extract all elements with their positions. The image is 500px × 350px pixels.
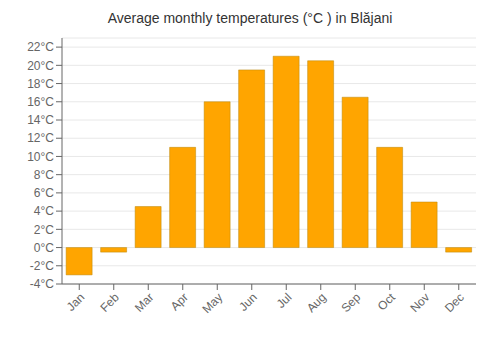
svg-text:10°C: 10°C: [27, 150, 54, 164]
svg-text:Feb: Feb: [97, 290, 122, 315]
html-text:Average monthly temperatures (: Average monthly temperatures (°C ) in Bl…: [107, 10, 393, 26]
svg-text:22°C: 22°C: [27, 40, 54, 54]
svg-text:Jul: Jul: [274, 290, 295, 311]
svg-text:May: May: [199, 290, 225, 316]
svg-text:Jan: Jan: [64, 290, 88, 314]
svg-text:Aug: Aug: [304, 290, 329, 315]
svg-text:Jun: Jun: [236, 290, 260, 314]
svg-text:4°C: 4°C: [34, 204, 54, 218]
svg-text:6°C: 6°C: [34, 186, 54, 200]
svg-text:18°C: 18°C: [27, 77, 54, 91]
svg-text:Oct: Oct: [375, 290, 399, 314]
svg-text:2°C: 2°C: [34, 223, 54, 237]
svg-text:Nov: Nov: [407, 290, 432, 315]
svg-text:Sep: Sep: [338, 290, 363, 315]
svg-text:16°C: 16°C: [27, 95, 54, 109]
svg-text:8°C: 8°C: [34, 168, 54, 182]
svg-text:Apr: Apr: [168, 290, 191, 313]
svg-text:12°C: 12°C: [27, 131, 54, 145]
svg-text:Mar: Mar: [132, 290, 157, 315]
svg-text:20°C: 20°C: [27, 59, 54, 73]
svg-text:0°C: 0°C: [34, 241, 54, 255]
svg-text:-2°C: -2°C: [30, 259, 54, 273]
svg-text:Dec: Dec: [442, 290, 467, 315]
svg-text:-4°C: -4°C: [30, 277, 54, 291]
svg-text:14°C: 14°C: [27, 113, 54, 127]
